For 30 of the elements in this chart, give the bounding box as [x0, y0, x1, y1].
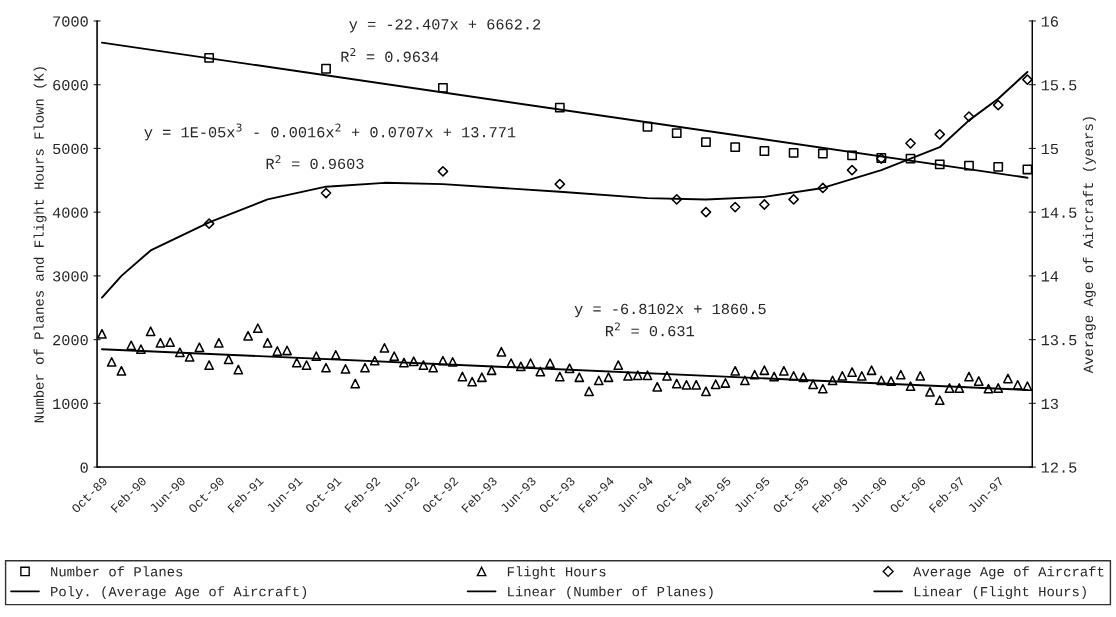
y2-axis-title: Average Age of Aircraft (years) — [1082, 117, 1096, 374]
y-tick-label: 4000 — [52, 207, 88, 218]
annotation: R$^{2}$ = 0.631 — [606, 322, 694, 337]
y2-tick-label: 14 — [1041, 271, 1059, 282]
annotation: R$^{2}$ = 0.9634 — [341, 48, 439, 62]
annotation: y = -22.407x + 6662.2 — [349, 19, 541, 33]
y-tick-label: 7000 — [53, 16, 88, 27]
y-tick-label: 0 — [80, 462, 88, 473]
annotation: y = -6.8102x + 1860.5 — [574, 303, 766, 318]
y2-tick-label: 15.5 — [1041, 80, 1077, 91]
y2-tick-label: 16 — [1041, 16, 1058, 27]
y-tick-label: 6000 — [53, 80, 88, 91]
legend-label: Poly. (Average Age of Aircraft) — [51, 586, 307, 600]
legend-label: Average Age of Aircraft — [913, 566, 1104, 580]
y2-tick-label: 15 — [1041, 143, 1058, 155]
annotation: R$^{2}$ = 0.9603 — [266, 155, 364, 170]
y2-tick-label: 14.5 — [1041, 207, 1077, 218]
legend-label: Number of Planes — [51, 566, 183, 577]
y-tick-label: 2000 — [53, 334, 88, 346]
y-axis-title: Number of Planes and Flight Hours Flown (K) — [33, 67, 47, 423]
y2-tick-label: 12.5 — [1041, 462, 1077, 473]
y-tick-label: 1000 — [53, 398, 88, 410]
y-tick-label: 3000 — [53, 271, 88, 282]
y2-tick-label: 13.5 — [1041, 334, 1077, 346]
legend-label: Flight Hours — [507, 566, 606, 580]
y2-tick-label: 13 — [1041, 398, 1058, 410]
text: y = 1E-05x$^{3}$ - 0.0016x$^{2}$ + 0.0707x + 13.771 — [144, 123, 516, 141]
legend-label: Linear (Flight Hours) — [914, 586, 1086, 600]
y-tick-label: 5000 — [53, 143, 88, 155]
legend-label: Linear (Number of Planes) — [508, 586, 713, 600]
